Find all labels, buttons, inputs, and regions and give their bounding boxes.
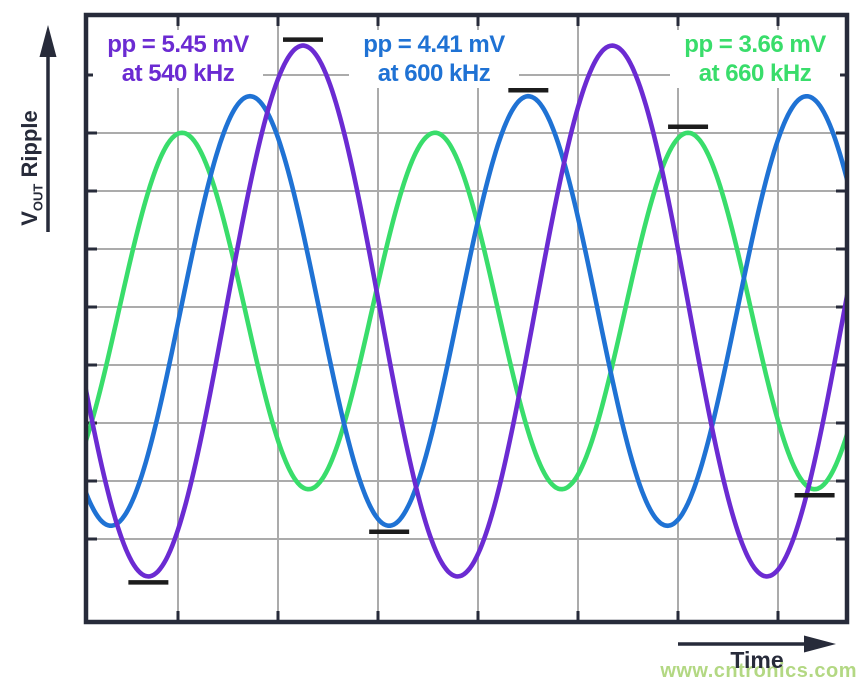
plot-frame <box>83 12 850 625</box>
pp-value-600khz: pp = 4.41 mV <box>363 31 505 58</box>
freq-660khz: at 660 kHz <box>698 60 812 87</box>
wave-660khz <box>88 130 845 492</box>
pp-value-660khz: pp = 3.66 mV <box>684 31 826 58</box>
wave-540khz <box>88 43 845 579</box>
y-axis-subscript: OUT <box>30 183 46 212</box>
x-axis-label: Time <box>730 647 784 673</box>
y-axis-label: VOUT Ripple <box>8 83 52 253</box>
y-axis-arrow-head <box>39 25 57 57</box>
wave-600khz <box>88 93 845 529</box>
x-axis-arrow-head <box>804 635 836 653</box>
series-label-660khz: pp = 3.66 mV at 660 kHz <box>670 30 840 88</box>
watermark-text: www.cntronics.com <box>660 660 857 682</box>
series-label-600khz: pp = 4.41 mV at 600 kHz <box>349 30 519 88</box>
freq-540khz: at 540 kHz <box>121 60 235 87</box>
pp-value-540khz: pp = 5.45 mV <box>107 31 249 58</box>
y-axis-symbol: V <box>17 211 42 226</box>
y-axis-text: Ripple <box>17 110 42 184</box>
series-label-540khz: pp = 5.45 mV at 540 kHz <box>93 30 263 88</box>
freq-600khz: at 600 kHz <box>377 60 491 87</box>
